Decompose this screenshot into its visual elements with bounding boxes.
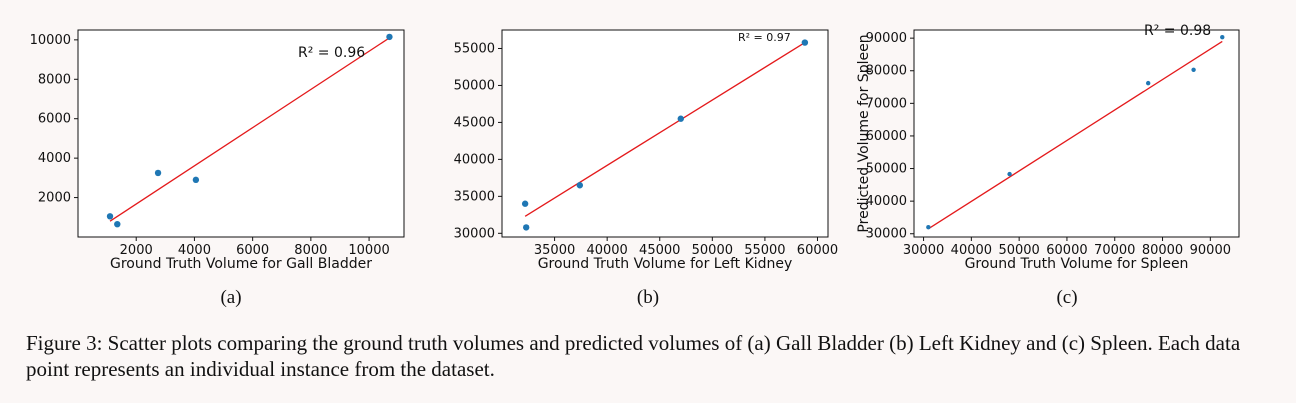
y-tick-label: 55000 xyxy=(454,41,495,56)
data-point xyxy=(576,182,584,189)
subfigure-label-a: (a) xyxy=(220,287,242,308)
x-tick-label: 90000 xyxy=(1190,243,1231,258)
y-axis-label: Predicted Volume for Spleen xyxy=(856,34,872,232)
data-point xyxy=(1220,34,1225,40)
x-tick-label: 60000 xyxy=(797,243,838,258)
y-tick-label: 6000 xyxy=(38,112,71,127)
x-tick-label: 60000 xyxy=(1046,243,1087,258)
y-tick-label: 35000 xyxy=(454,189,495,204)
y-tick-label: 40000 xyxy=(454,152,495,167)
x-tick-label: 45000 xyxy=(639,243,680,258)
x-tick-label: 8000 xyxy=(294,243,327,258)
x-tick-label: 40000 xyxy=(586,243,627,258)
x-tick-label: 6000 xyxy=(236,243,269,258)
regression-line xyxy=(109,37,390,222)
x-axis-label: Ground Truth Volume for Left Kidney xyxy=(538,256,793,272)
data-point xyxy=(926,225,931,230)
y-tick-label: 30000 xyxy=(866,227,907,242)
data-point xyxy=(521,200,529,207)
r-squared-annotation: R² = 0.98 xyxy=(1144,23,1211,39)
data-point xyxy=(386,33,393,41)
chart-panel-a: 2000 4000 6000 8000 10000 2000 4000 6000 8000 100… xyxy=(0,0,420,284)
plot-area xyxy=(913,29,1240,238)
y-tick-label: 2000 xyxy=(38,191,71,206)
y-tick-label: 50000 xyxy=(866,162,907,177)
y-tick-label: 4000 xyxy=(38,151,71,166)
data-point xyxy=(1191,67,1196,72)
data-point xyxy=(522,224,530,231)
y-tick-label: 40000 xyxy=(866,194,907,209)
data-point xyxy=(106,213,114,220)
y-tick-label: 70000 xyxy=(866,96,907,111)
r-squared-annotation: R² = 0.96 xyxy=(298,45,365,61)
chart-panel-b: 35000 40000 45000 50000 55000 60000 30000 35000… xyxy=(430,0,850,284)
y-tick-label: 50000 xyxy=(454,78,495,93)
x-tick-label: 70000 xyxy=(1094,243,1135,258)
scatter-chart-gall-bladder: 2000 4000 6000 8000 10000 2000 4000 6000 8000 100… xyxy=(30,29,405,272)
y-tick-label: 45000 xyxy=(454,115,495,130)
data-point xyxy=(677,115,684,122)
data-point xyxy=(1007,171,1012,177)
x-tick-label: 2000 xyxy=(120,243,153,258)
y-tick-label: 80000 xyxy=(866,64,907,79)
y-tick-label: 90000 xyxy=(866,31,907,46)
scatter-chart-spleen: 30000 40000 50000 60000 70000 80000 90000 30000… xyxy=(856,23,1240,272)
x-tick-label: 4000 xyxy=(178,243,211,258)
x-tick-label: 50000 xyxy=(692,243,733,258)
r-squared-annotation: R² = 0.97 xyxy=(738,31,791,44)
x-axis-label: Ground Truth Volume for Spleen xyxy=(965,256,1189,272)
x-tick-label: 30000 xyxy=(903,243,944,258)
subfigure-label-c: (c) xyxy=(1056,287,1078,308)
chart-panel-c: 30000 40000 50000 60000 70000 80000 90000 30000… xyxy=(850,0,1270,284)
data-point xyxy=(154,169,162,177)
figure-caption: Figure 3: Scatter plots comparing the gr… xyxy=(26,331,1241,381)
subfigure-label-b: (b) xyxy=(636,287,660,308)
data-point xyxy=(801,39,809,46)
y-tick-label: 8000 xyxy=(38,72,71,87)
regression-line xyxy=(524,42,806,217)
x-tick-label: 80000 xyxy=(1142,243,1183,258)
scatter-chart-left-kidney: 35000 40000 45000 50000 55000 60000 30000 35000… xyxy=(454,29,838,272)
x-tick-label: 50000 xyxy=(998,243,1039,258)
x-tick-label: 55000 xyxy=(744,243,785,258)
regression-line xyxy=(927,40,1223,230)
x-tick-label: 10000 xyxy=(348,243,389,258)
y-tick-label: 30000 xyxy=(454,226,495,241)
x-tick-label: 40000 xyxy=(951,243,992,258)
data-point xyxy=(114,220,121,228)
data-point xyxy=(192,176,200,184)
x-axis-label: Ground Truth Volume for Gall Bladder xyxy=(110,256,372,272)
y-tick-label: 60000 xyxy=(866,129,907,144)
x-tick-label: 35000 xyxy=(534,243,575,258)
plot-area xyxy=(501,29,829,238)
y-tick-label: 10000 xyxy=(30,33,71,48)
data-point xyxy=(1145,80,1151,86)
